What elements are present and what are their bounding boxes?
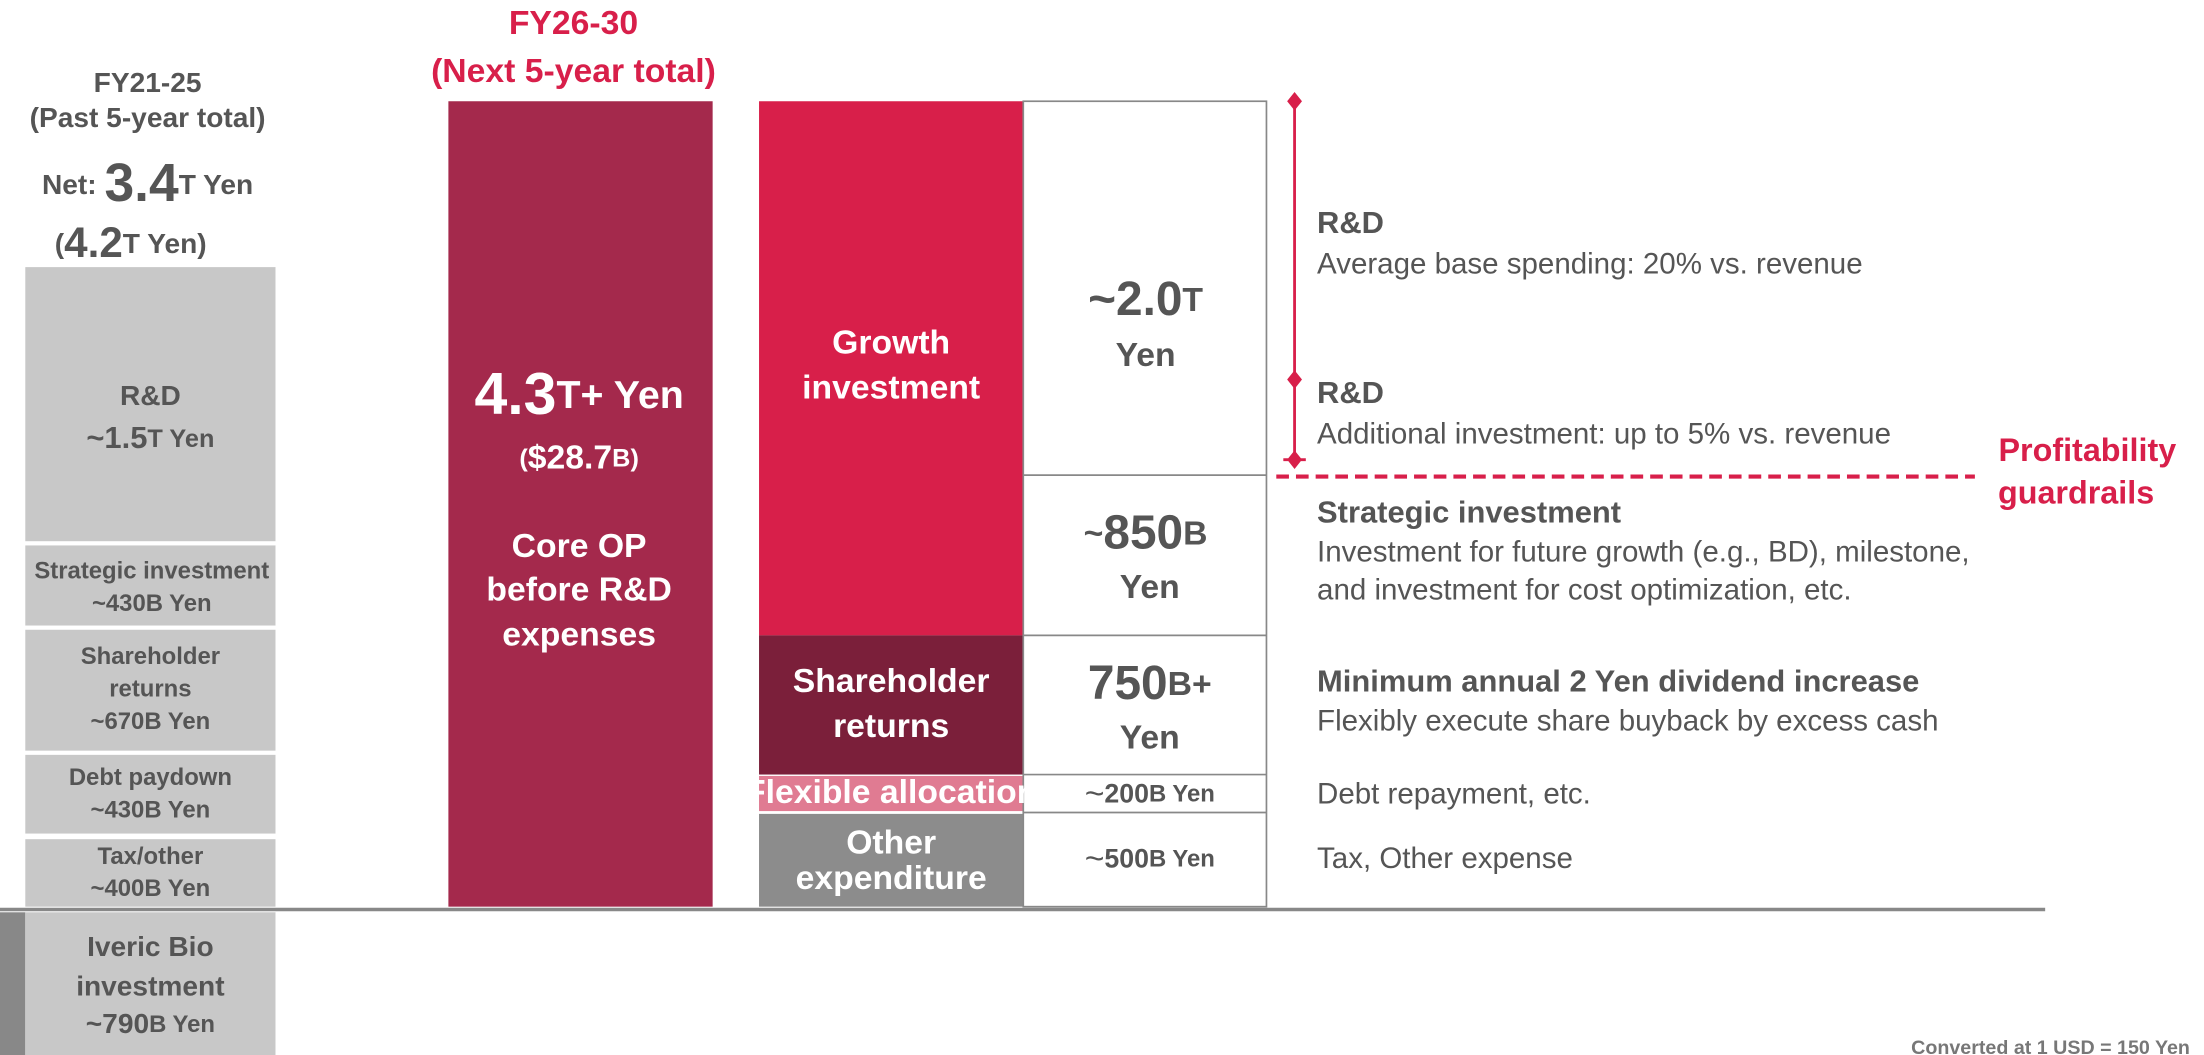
label: Debt paydown	[69, 764, 232, 791]
amount: ~500B Yen	[1085, 839, 1215, 877]
strip	[0, 912, 26, 1055]
desc: Flexibly execute share buyback by excess…	[1317, 704, 1938, 737]
amount: ~430B Yen	[92, 590, 212, 617]
subtitle: (Next 5-year total)	[431, 52, 716, 90]
period: FY21-25	[94, 67, 202, 98]
range-arrow	[1283, 91, 1306, 469]
period: FY26-30	[509, 4, 638, 42]
block	[25, 754, 276, 834]
desc: Average base spending: 20% vs. revenue	[1317, 248, 1863, 281]
desc-title: R&D	[1317, 205, 1384, 240]
amount: Yen	[1120, 568, 1180, 606]
guardrail-label: guardrails	[1998, 474, 2154, 510]
label: investment	[802, 368, 980, 406]
label: Flexible allocation	[745, 773, 1037, 811]
desc-title: R&D	[1317, 375, 1384, 410]
block	[25, 267, 276, 542]
desc-title: Minimum annual 2 Yen dividend increase	[1317, 663, 1919, 698]
desc-title: Strategic investment	[1317, 495, 1621, 530]
value-grid	[1022, 100, 1268, 908]
label: returns	[109, 676, 191, 703]
amount: ~430B Yen	[91, 796, 211, 823]
usd: ($28.7B)	[519, 439, 639, 477]
amount: ~400B Yen	[91, 875, 211, 902]
desc: and investment for cost optimization, et…	[1317, 574, 1852, 607]
block	[25, 839, 276, 907]
label: Other	[846, 824, 936, 862]
label: Iveric Bio	[87, 931, 214, 962]
desc: Investment for future growth (e.g., BD),…	[1317, 536, 1970, 569]
block	[25, 545, 276, 626]
amount: ~670B Yen	[91, 708, 211, 735]
label: Shareholder	[81, 643, 220, 670]
label: investment	[76, 971, 225, 1002]
label: before R&D	[486, 571, 671, 609]
amount: ~790B Yen	[86, 1009, 215, 1040]
footnote: Converted at 1 USD = 150 Yen	[1911, 1037, 2190, 1055]
block	[759, 101, 1024, 636]
label: returns	[833, 707, 949, 745]
total-bar	[448, 101, 713, 907]
label: Core OP	[512, 527, 647, 565]
label: expenses	[502, 616, 656, 654]
label: expenditure	[796, 859, 987, 897]
amount: ~850B	[1084, 506, 1208, 559]
total: 4.3T+ Yen	[474, 360, 683, 426]
label: Strategic investment	[34, 557, 269, 584]
label: R&D	[120, 380, 181, 411]
block	[25, 629, 276, 751]
amount: ~200B Yen	[1085, 775, 1215, 813]
block	[759, 813, 1024, 907]
block	[25, 912, 276, 1055]
block	[759, 775, 1024, 812]
desc: Debt repayment, etc.	[1317, 777, 1591, 810]
block	[759, 635, 1024, 775]
label: Growth	[832, 323, 950, 361]
gross: (4.2T Yen)	[55, 219, 207, 266]
amount: 750B+	[1088, 657, 1212, 710]
amount: ~1.5T Yen	[86, 420, 214, 455]
amount: Yen	[1116, 336, 1176, 374]
amount: ~2.0T	[1088, 273, 1203, 326]
subtitle: (Past 5-year total)	[30, 102, 266, 133]
label: Shareholder	[793, 662, 990, 700]
label: Tax/other	[98, 843, 204, 870]
amount: Yen	[1120, 718, 1180, 756]
guardrail-label: Profitability	[1998, 432, 2176, 468]
desc: Tax, Other expense	[1317, 842, 1573, 875]
net: Net: 3.4T Yen	[42, 154, 253, 213]
desc: Additional investment: up to 5% vs. reve…	[1317, 418, 1891, 451]
